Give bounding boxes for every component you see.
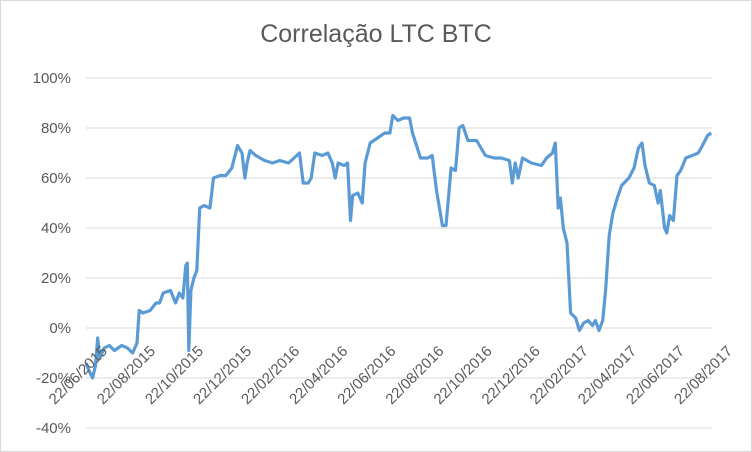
y-tick-label: 40% (41, 220, 71, 237)
y-tick-label: 100% (33, 70, 71, 87)
y-tick-label: -40% (36, 420, 71, 437)
y-tick-label: 80% (41, 120, 71, 137)
y-tick-label: 0% (49, 320, 71, 337)
series-line (84, 113, 713, 380)
y-axis-ticks: -40% -20% 0% 20% 40% 60% 80% 100% (33, 70, 71, 437)
x-axis-ticks: 22/06/201522/08/201522/10/201522/12/2015… (46, 343, 736, 408)
series-layer (84, 113, 713, 380)
y-tick-label: -20% (36, 370, 71, 387)
y-tick-label: 60% (41, 170, 71, 187)
y-tick-label: 20% (41, 270, 71, 287)
chart-title: Correlação LTC BTC (260, 20, 492, 48)
